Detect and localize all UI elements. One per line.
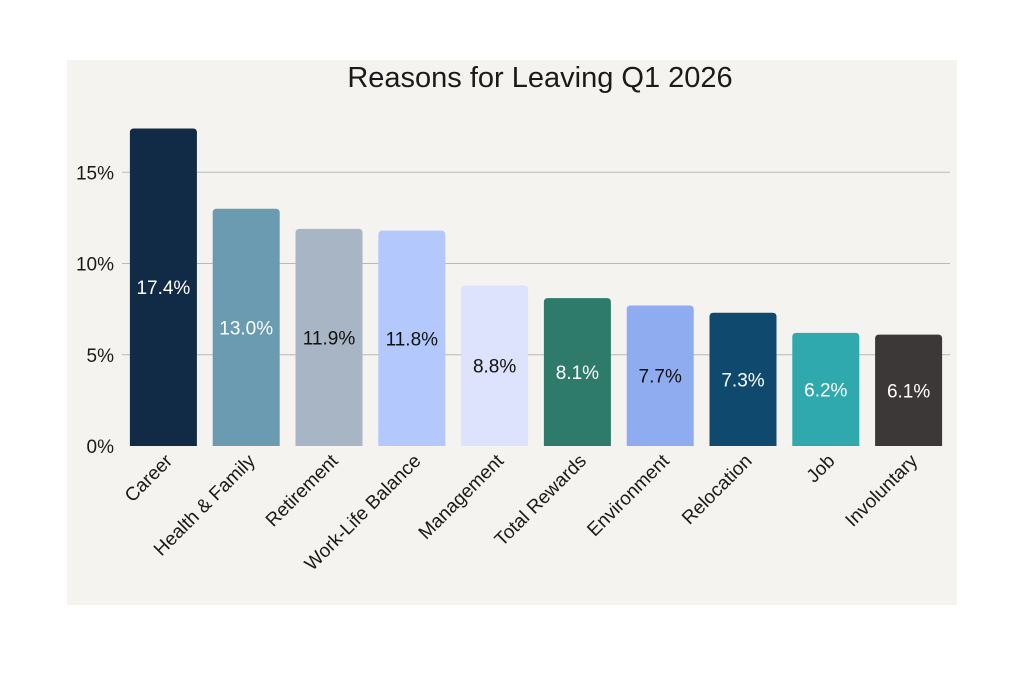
y-tick-label: 15% (76, 163, 114, 184)
bar (129, 128, 197, 446)
data-label: 11.9% (303, 328, 356, 349)
data-label: 7.3% (721, 370, 764, 391)
data-label: 8.8% (473, 357, 516, 378)
y-tick-label: 10% (76, 255, 114, 276)
x-tick-label: Environment (583, 450, 674, 541)
bar (212, 208, 280, 446)
data-labels: 17.4% 13.0% 11.9% 11.8% 8.8% 8.1% 7.7% 7.3% 6.2%… (136, 278, 930, 402)
bar (543, 298, 611, 446)
data-label: 6.2% (804, 380, 847, 401)
y-tick-label: 0% (87, 437, 115, 458)
bar (875, 334, 943, 446)
x-tick-label: Relocation (678, 451, 756, 529)
data-label: 17.4% (136, 278, 190, 299)
x-tick-label: Involuntary (842, 450, 923, 531)
bar (709, 312, 777, 446)
data-label: 8.1% (556, 363, 599, 384)
x-tick-label: Management (415, 450, 509, 544)
bar (626, 305, 694, 446)
x-tick-label: Career (121, 450, 177, 506)
x-tick-label: Retirement (262, 450, 343, 531)
bars (129, 128, 943, 446)
y-axis-ticks: 0% 5% 10% 15% (76, 163, 114, 458)
bar (295, 228, 363, 446)
bar (792, 332, 860, 446)
data-label: 13.0% (219, 318, 273, 339)
bar (461, 285, 529, 446)
y-tick-label: 5% (87, 346, 115, 367)
data-label: 11.8% (386, 329, 439, 350)
data-label: 6.1% (887, 381, 930, 402)
bar (378, 230, 446, 446)
x-tick-label: Job (803, 451, 840, 488)
chart-title: Reasons for Leaving Q1 2026 (347, 62, 732, 94)
data-label: 7.7% (639, 367, 682, 388)
